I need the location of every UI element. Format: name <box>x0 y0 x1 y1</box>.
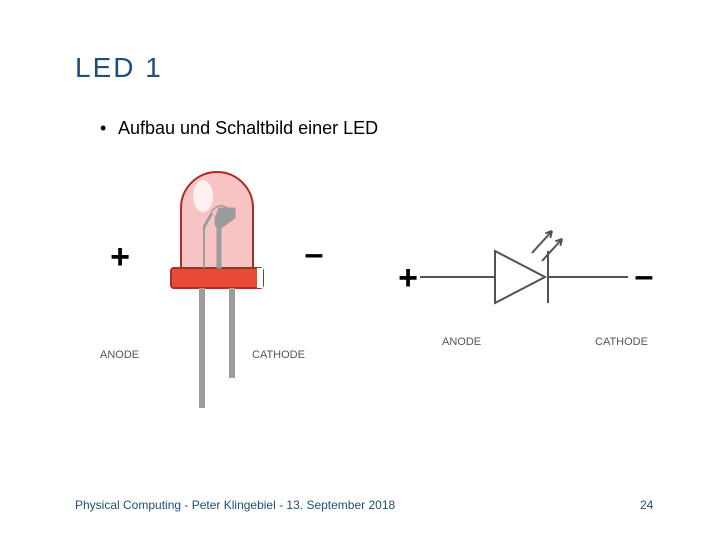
svg-text:–: – <box>635 257 654 295</box>
led-svg: + – ANODE CATHODE <box>82 160 352 440</box>
svg-text:ANODE: ANODE <box>100 349 139 361</box>
svg-text:ANODE: ANODE <box>442 336 481 348</box>
footer-left: Physical Computing - Peter Klingebiel - … <box>75 498 395 512</box>
symbol-svg: + – ANODE CATHODE <box>380 185 670 385</box>
page-title: LED 1 <box>75 52 163 84</box>
svg-text:+: + <box>110 238 130 276</box>
bullet-text: Aufbau und Schaltbild einer LED <box>118 118 378 139</box>
slide: { "title": { "text": "LED 1", "color": "… <box>0 0 720 540</box>
svg-text:CATHODE: CATHODE <box>252 349 305 361</box>
led-physical-diagram: + – ANODE CATHODE <box>82 160 352 445</box>
svg-text:+: + <box>398 259 418 297</box>
led-schematic-symbol: + – ANODE CATHODE <box>380 185 670 390</box>
svg-text:–: – <box>305 235 324 273</box>
svg-text:CATHODE: CATHODE <box>595 336 648 348</box>
page-number: 24 <box>640 498 653 512</box>
